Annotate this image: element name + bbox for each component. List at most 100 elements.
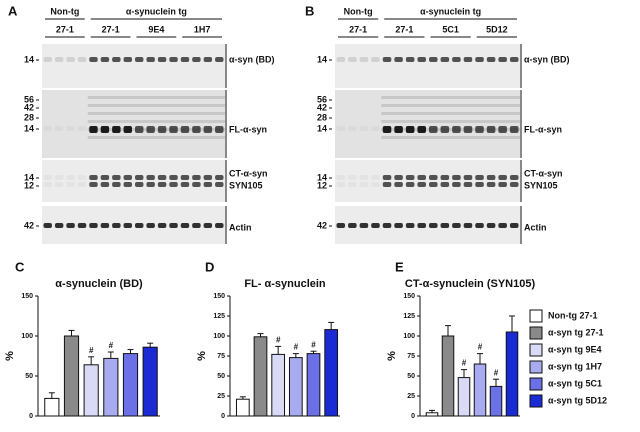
band [382,223,392,228]
smear [87,120,225,123]
band [203,182,213,187]
band [100,57,110,62]
band [509,57,519,62]
band [112,175,121,180]
band [66,223,75,228]
marker-label: 14 [317,54,327,64]
legend-swatch [529,394,543,408]
legend-label: α-syn tg 5D12 [548,395,607,405]
marker-label: 28 [24,112,34,122]
band [77,126,87,131]
smear [381,96,520,99]
y-tick-label: 100 [21,333,33,340]
blot-strip [42,44,225,88]
band [157,175,167,180]
marker-label: 42 [317,220,327,230]
band [215,175,224,180]
band [463,175,473,180]
band [394,182,403,187]
band [394,57,403,62]
chart-title: FL- α-synuclein [244,278,326,290]
marker-label: 56 [317,94,327,104]
significance-mark: # [494,368,499,377]
panel-letter: A [8,3,18,18]
chart-title: CT-α-synuclein (SYN105) [405,278,536,290]
significance-mark: # [478,343,483,352]
band [169,223,178,228]
band [77,182,87,187]
band [382,182,392,187]
smear [87,96,225,99]
row-label: SYN105 [524,180,558,190]
y-tick-label: 0 [221,413,225,420]
marker-label: 14 [317,172,327,182]
band [440,223,450,228]
band [169,57,178,62]
band [498,175,507,180]
band [66,175,75,180]
band [215,223,224,228]
legend-label: α-syn tg 9E4 [548,344,602,354]
antibody-label: 9E4 [148,24,164,34]
band [77,223,87,228]
band [66,126,75,131]
band [192,126,201,133]
significance-mark: # [109,341,114,350]
band [123,57,132,62]
bar [83,364,99,417]
band [336,57,346,62]
band [123,175,132,180]
band [146,57,155,62]
band [135,175,144,180]
band [509,175,519,180]
band [509,182,519,187]
blot-strip [335,90,520,158]
band [135,223,144,228]
band [43,126,52,131]
smear [381,128,520,131]
band [54,182,64,187]
marker-label: 14 [24,172,34,182]
significance-mark: # [294,343,299,352]
bar [425,412,439,417]
band [146,126,155,133]
blot-strip [42,90,225,158]
legend-swatch [529,360,543,374]
row-label: FL-α-syn [524,124,562,134]
band [89,182,98,187]
antibody-label: 27-1 [349,24,367,34]
y-axis-label: % [4,351,16,361]
band [203,57,213,62]
band [486,182,496,187]
band [135,57,144,62]
band [43,223,52,228]
band [417,57,426,62]
band [348,223,357,228]
band [192,182,201,187]
panel-letter: E [395,259,404,274]
band [394,175,403,180]
band [417,126,426,133]
band [123,182,132,187]
band [180,175,190,180]
band [203,175,213,180]
band [157,126,167,133]
band [54,223,64,228]
y-tick-label: 150 [21,293,33,300]
y-tick-label: 0 [29,413,33,420]
y-tick-label: 25 [407,393,415,400]
y-tick-label: 75 [407,353,415,360]
band [348,175,357,180]
bar [473,363,487,417]
significance-mark: # [89,346,94,355]
y-tick-label: 25 [217,393,225,400]
bar [457,377,471,417]
band [417,175,426,180]
smear [87,112,225,115]
band [463,182,473,187]
band [89,175,98,180]
bar [505,331,519,417]
band [54,126,64,131]
smear [381,120,520,123]
band [336,126,346,131]
